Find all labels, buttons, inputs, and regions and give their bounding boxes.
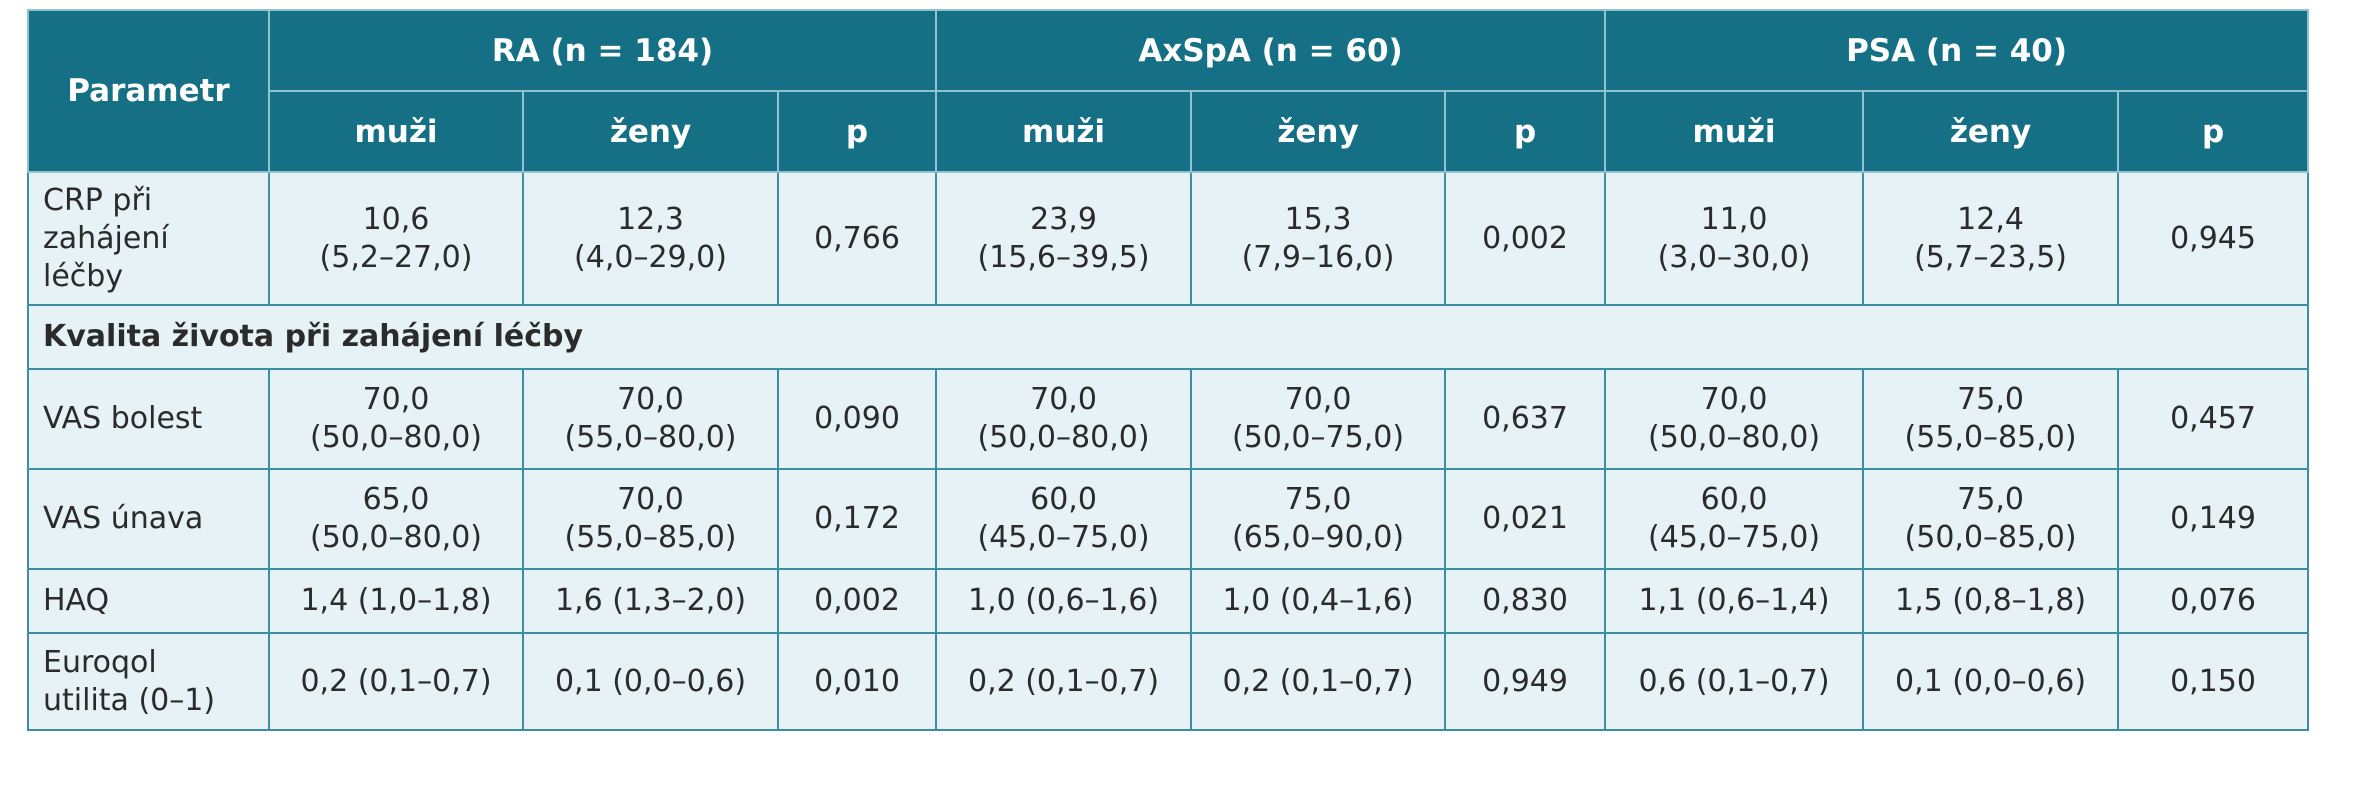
table-row-section: Kvalita života při zahájení léčby — [26, 304, 2310, 370]
cell-vas-unava-psa-muzi: 60,0 (45,0–75,0) — [1604, 468, 1865, 570]
row-label-vas-unava: VAS únava — [27, 468, 270, 570]
cell-haq-psa-muzi: 1,1 (0,6–1,4) — [1604, 568, 1865, 634]
col-header-ra-p: p — [776, 90, 938, 173]
cell-euroqol-ra-muzi: 0,2 (0,1–0,7) — [268, 632, 524, 731]
group-header-psa: PSA (n = 40) — [1604, 9, 2310, 92]
cell-crp-axspa-zeny: 15,3 (7,9–16,0) — [1190, 171, 1447, 306]
cell-euroqol-axspa-p: 0,949 — [1444, 632, 1607, 731]
table-row-crp: CRP při zahájení léčby 10,6 (5,2–27,0) 12… — [27, 171, 2310, 306]
cell-haq-ra-p: 0,002 — [776, 568, 938, 634]
table-row-vas-bolest: VAS bolest 70,0 (50,0–80,0) 70,0 (55,0–80,… — [27, 368, 2310, 470]
row-label-euroqol: Euroqol utilita (0–1) — [27, 632, 270, 731]
row-label-haq: HAQ — [27, 568, 270, 634]
cell-euroqol-axspa-muzi: 0,2 (0,1–0,7) — [935, 632, 1193, 731]
cell-vas-unava-axspa-muzi: 60,0 (45,0–75,0) — [935, 468, 1193, 570]
cell-vas-unava-ra-zeny: 70,0 (55,0–85,0) — [522, 468, 779, 570]
cell-euroqol-ra-p: 0,010 — [776, 632, 938, 731]
cell-vas-bolest-axspa-muzi: 70,0 (50,0–80,0) — [935, 368, 1193, 470]
cell-euroqol-psa-muzi: 0,6 (0,1–0,7) — [1604, 632, 1865, 731]
col-header-psa-zeny: ženy — [1862, 90, 2120, 173]
table-row-haq: HAQ 1,4 (1,0–1,8) 1,6 (1,3–2,0) 0,002 1,… — [27, 568, 2310, 634]
cell-vas-bolest-ra-zeny: 70,0 (55,0–80,0) — [522, 368, 779, 470]
cell-vas-unava-ra-p: 0,172 — [776, 468, 938, 570]
col-header-parametr: Parametr — [27, 9, 270, 173]
row-label-crp: CRP při zahájení léčby — [27, 171, 270, 306]
cell-crp-ra-muzi: 10,6 (5,2–27,0) — [268, 171, 524, 306]
col-header-ra-muzi: muži — [268, 90, 524, 173]
cell-vas-unava-psa-p: 0,149 — [2117, 468, 2310, 570]
results-table: Parametr RA (n = 184) AxSpA (n = 60) PSA… — [26, 9, 2310, 731]
cell-crp-axspa-p: 0,002 — [1444, 171, 1607, 306]
group-header-ra: RA (n = 184) — [267, 9, 938, 92]
cell-crp-psa-p: 0,945 — [2117, 171, 2310, 306]
header-sub-row: muži ženy p muži ženy p muži ženy p — [28, 90, 2310, 173]
table-row-vas-unava: VAS únava 65,0 (50,0–80,0) 70,0 (55,0–85,0… — [27, 468, 2310, 570]
cell-crp-ra-zeny: 12,3 (4,0–29,0) — [522, 171, 779, 306]
cell-euroqol-psa-zeny: 0,1 (0,0–0,6) — [1862, 632, 2120, 731]
cell-vas-bolest-psa-zeny: 75,0 (55,0–85,0) — [1862, 368, 2120, 470]
cell-haq-axspa-muzi: 1,0 (0,6–1,6) — [935, 568, 1193, 634]
cell-crp-psa-zeny: 12,4 (5,7–23,5) — [1862, 171, 2120, 306]
section-heading-quality-of-life: Kvalita života při zahájení léčby — [26, 304, 2310, 370]
cell-crp-ra-p: 0,766 — [776, 171, 938, 306]
group-header-axspa: AxSpA (n = 60) — [935, 9, 1607, 92]
col-header-axspa-p: p — [1444, 90, 1607, 173]
col-header-ra-zeny: ženy — [522, 90, 779, 173]
table-row-euroqol: Euroqol utilita (0–1) 0,2 (0,1–0,7) 0,1 … — [27, 632, 2310, 731]
col-header-psa-p: p — [2117, 90, 2310, 173]
header-group-row: Parametr RA (n = 184) AxSpA (n = 60) PSA… — [27, 9, 2310, 173]
cell-crp-axspa-muzi: 23,9 (15,6–39,5) — [935, 171, 1193, 306]
cell-vas-unava-axspa-zeny: 75,0 (65,0–90,0) — [1190, 468, 1447, 570]
row-label-vas-bolest: VAS bolest — [27, 368, 270, 470]
cell-crp-psa-muzi: 11,0 (3,0–30,0) — [1604, 171, 1865, 306]
cell-euroqol-axspa-zeny: 0,2 (0,1–0,7) — [1190, 632, 1447, 731]
cell-haq-psa-p: 0,076 — [2117, 568, 2310, 634]
cell-haq-ra-muzi: 1,4 (1,0–1,8) — [268, 568, 524, 634]
cell-euroqol-ra-zeny: 0,1 (0,0–0,6) — [522, 632, 779, 731]
cell-vas-bolest-psa-muzi: 70,0 (50,0–80,0) — [1604, 368, 1865, 470]
col-header-psa-muzi: muži — [1604, 90, 1865, 173]
cell-euroqol-psa-p: 0,150 — [2117, 632, 2310, 731]
cell-haq-psa-zeny: 1,5 (0,8–1,8) — [1862, 568, 2120, 634]
cell-vas-unava-psa-zeny: 75,0 (50,0–85,0) — [1862, 468, 2120, 570]
cell-vas-bolest-ra-muzi: 70,0 (50,0–80,0) — [268, 368, 524, 470]
col-header-axspa-muzi: muži — [935, 90, 1193, 173]
col-header-axspa-zeny: ženy — [1190, 90, 1447, 173]
cell-vas-bolest-psa-p: 0,457 — [2117, 368, 2310, 470]
cell-vas-bolest-ra-p: 0,090 — [776, 368, 938, 470]
cell-vas-unava-axspa-p: 0,021 — [1444, 468, 1607, 570]
cell-vas-bolest-axspa-p: 0,637 — [1444, 368, 1607, 470]
cell-haq-axspa-zeny: 1,0 (0,4–1,6) — [1190, 568, 1447, 634]
cell-vas-bolest-axspa-zeny: 70,0 (50,0–75,0) — [1190, 368, 1447, 470]
cell-haq-axspa-p: 0,830 — [1444, 568, 1607, 634]
cell-vas-unava-ra-muzi: 65,0 (50,0–80,0) — [268, 468, 524, 570]
cell-haq-ra-zeny: 1,6 (1,3–2,0) — [522, 568, 779, 634]
